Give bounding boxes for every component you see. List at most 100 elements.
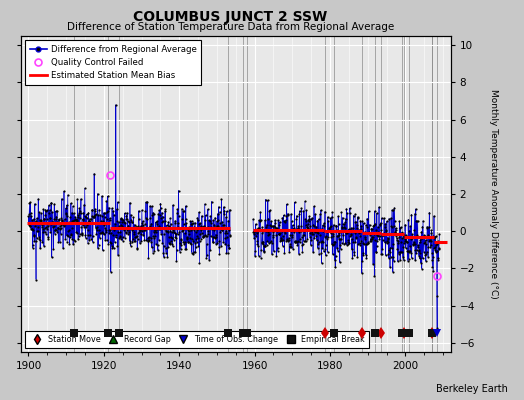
- Point: [408, 231, 417, 237]
- Point: [109, 208, 117, 214]
- Point: [158, 218, 167, 225]
- Point: [390, 258, 398, 264]
- Point: [158, 219, 166, 225]
- Point: [331, 257, 339, 264]
- Point: [362, 255, 370, 262]
- Point: [433, 255, 442, 262]
- Point: [381, 224, 389, 230]
- Point: [75, 231, 84, 238]
- Point: [422, 241, 430, 247]
- Point: [266, 207, 274, 214]
- Point: [256, 227, 264, 234]
- Point: [198, 224, 206, 231]
- Point: [408, 255, 416, 261]
- Point: [128, 218, 136, 225]
- Point: [365, 208, 373, 214]
- Point: [62, 232, 71, 238]
- Point: [136, 240, 144, 246]
- Point: [62, 210, 70, 217]
- Point: [52, 216, 60, 222]
- Point: [98, 193, 106, 199]
- Point: [275, 231, 283, 238]
- Point: [94, 212, 102, 218]
- Point: [83, 222, 91, 228]
- Point: [426, 244, 434, 250]
- Point: [199, 234, 208, 240]
- Point: [59, 245, 67, 252]
- Point: [56, 223, 64, 230]
- Point: [338, 240, 346, 246]
- Point: [392, 237, 401, 244]
- Point: [34, 196, 42, 202]
- Point: [290, 224, 298, 231]
- Point: [195, 238, 204, 244]
- Point: [84, 240, 92, 247]
- Point: [166, 228, 174, 234]
- Point: [276, 230, 285, 236]
- Point: [51, 226, 59, 233]
- Point: [395, 234, 403, 240]
- Point: [211, 234, 220, 241]
- Point: [285, 243, 293, 249]
- Point: [35, 234, 43, 240]
- Point: [285, 248, 293, 255]
- Point: [348, 254, 356, 261]
- Point: [332, 253, 340, 260]
- Point: [37, 218, 46, 224]
- Point: [267, 238, 275, 244]
- Point: [425, 238, 433, 244]
- Point: [156, 200, 165, 207]
- Point: [399, 257, 408, 264]
- Point: [218, 227, 226, 233]
- Point: [53, 229, 62, 236]
- Point: [340, 241, 348, 248]
- Point: [107, 243, 116, 249]
- Point: [161, 206, 170, 212]
- Point: [30, 232, 38, 238]
- Point: [307, 242, 315, 248]
- Point: [27, 226, 36, 232]
- Point: [380, 239, 389, 246]
- Point: [291, 238, 299, 244]
- Point: [303, 224, 312, 230]
- Point: [185, 228, 193, 235]
- Point: [208, 225, 216, 231]
- Point: [25, 200, 34, 206]
- Point: [220, 222, 228, 228]
- Point: [89, 214, 97, 220]
- Point: [138, 228, 146, 235]
- Point: [432, 249, 440, 255]
- Point: [87, 236, 95, 242]
- Point: [103, 216, 111, 222]
- Point: [119, 234, 127, 240]
- Point: [60, 219, 68, 226]
- Point: [251, 253, 259, 259]
- Point: [254, 225, 263, 232]
- Point: [401, 221, 409, 228]
- Point: [387, 245, 396, 252]
- Point: [117, 215, 126, 221]
- Point: [221, 241, 230, 247]
- Point: [132, 224, 140, 230]
- Point: [293, 242, 301, 248]
- Point: [350, 252, 358, 258]
- Point: [179, 226, 187, 233]
- Point: [61, 221, 69, 227]
- Point: [157, 204, 165, 211]
- Point: [151, 219, 160, 225]
- Point: [125, 219, 134, 225]
- Point: [194, 242, 203, 249]
- Point: [68, 236, 77, 243]
- Point: [262, 228, 270, 234]
- Point: [211, 224, 219, 230]
- Point: [188, 249, 196, 256]
- Point: [127, 218, 136, 225]
- Point: [272, 252, 280, 259]
- Point: [124, 231, 132, 237]
- Point: [260, 243, 269, 250]
- Point: [430, 234, 438, 241]
- Point: [174, 223, 182, 230]
- Point: [84, 209, 93, 216]
- Point: [176, 248, 184, 255]
- Point: [329, 233, 337, 239]
